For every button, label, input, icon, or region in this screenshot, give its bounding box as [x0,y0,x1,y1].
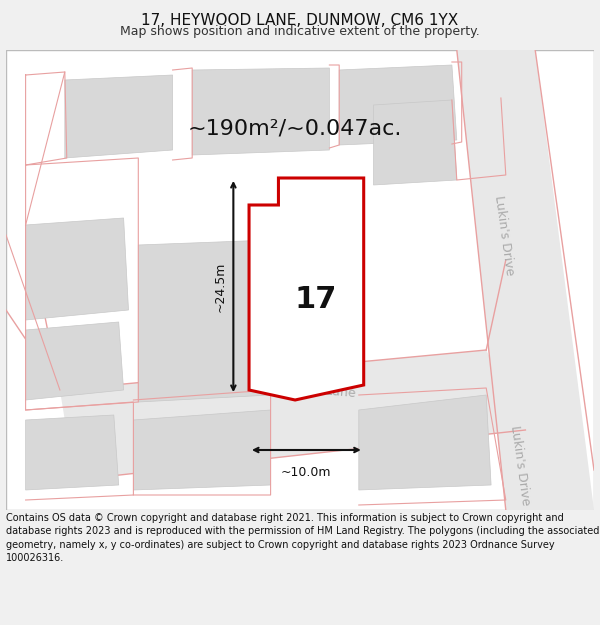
Polygon shape [374,100,457,185]
Polygon shape [60,350,526,480]
Text: ~10.0m: ~10.0m [281,466,332,479]
Text: 17: 17 [295,286,337,314]
Polygon shape [339,65,457,145]
Polygon shape [359,395,491,490]
Polygon shape [133,410,271,490]
Polygon shape [139,240,271,402]
Polygon shape [457,50,594,510]
Polygon shape [26,322,124,400]
Text: ~190m²/~0.047ac.: ~190m²/~0.047ac. [188,118,402,138]
Polygon shape [192,68,329,155]
Text: 17, HEYWOOD LANE, DUNMOW, CM6 1YX: 17, HEYWOOD LANE, DUNMOW, CM6 1YX [142,12,458,28]
Text: Contains OS data © Crown copyright and database right 2021. This information is : Contains OS data © Crown copyright and d… [6,513,599,562]
Polygon shape [26,415,119,490]
Text: Lukin's Drive: Lukin's Drive [492,194,516,276]
Polygon shape [249,178,364,400]
Text: ~24.5m: ~24.5m [213,261,226,312]
Text: Heywood Lane: Heywood Lane [263,379,356,401]
Text: Map shows position and indicative extent of the property.: Map shows position and indicative extent… [120,24,480,38]
Polygon shape [26,218,128,320]
Polygon shape [65,75,173,158]
Text: Lukin's Drive: Lukin's Drive [508,424,533,506]
